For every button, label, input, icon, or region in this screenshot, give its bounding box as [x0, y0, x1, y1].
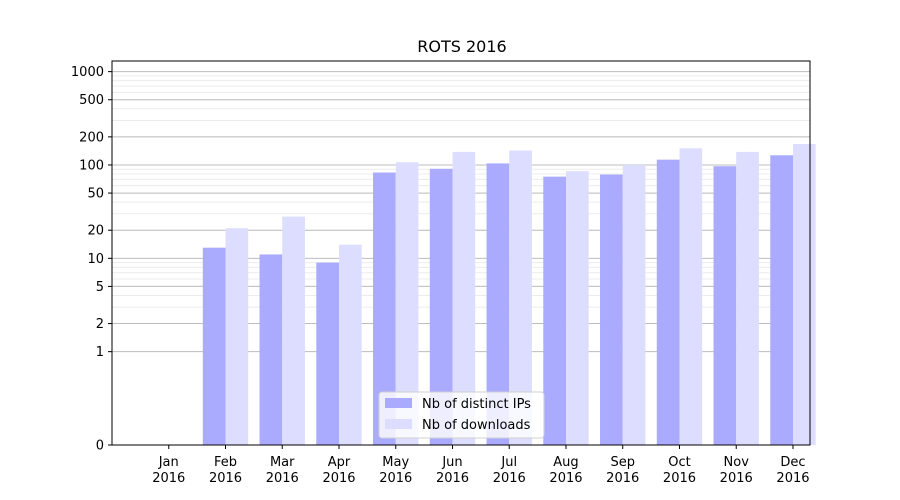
legend-label: Nb of downloads	[422, 418, 531, 433]
x-tick-month: Oct	[668, 455, 690, 470]
bar-distinct-ips	[543, 176, 566, 445]
bar-downloads	[622, 164, 646, 446]
bar-downloads	[736, 151, 759, 445]
bar-distinct-ips	[202, 247, 226, 445]
y-tick-label: 2	[96, 317, 104, 332]
x-tick-year: 2016	[720, 471, 753, 486]
bar-distinct-ips	[656, 159, 680, 445]
legend-swatch	[385, 419, 412, 429]
x-tick-label: Jan 2016	[152, 455, 185, 486]
plot-frame	[111, 60, 811, 446]
bar-downloads	[565, 171, 589, 445]
bar-downloads	[338, 244, 362, 445]
x-tick-month: Mar	[270, 455, 295, 470]
x-tick-month: Jul	[500, 455, 517, 470]
x-tick-year: 2016	[266, 471, 299, 486]
x-tick-year: 2016	[322, 471, 355, 486]
x-tick-label: Mar 2016	[266, 455, 299, 486]
x-tick-month: Apr	[328, 455, 351, 470]
legend: Nb of distinct IPs Nb of downloads	[378, 391, 545, 439]
legend-box	[378, 391, 545, 439]
bar-downloads	[395, 162, 419, 445]
x-tick-year: 2016	[493, 471, 526, 486]
y-tick-label: 1	[96, 345, 104, 360]
x-tick-year: 2016	[209, 471, 242, 486]
x-tick-month: Jun	[441, 455, 462, 470]
y-tick-label: 20	[87, 224, 104, 239]
x-tick-year: 2016	[606, 471, 639, 486]
x-tick-label: May 2016	[379, 455, 412, 486]
x-tick-label: Oct 2016	[663, 455, 696, 486]
bar-distinct-ips	[373, 172, 396, 446]
bar-downloads	[509, 150, 532, 445]
x-tick-month: May	[382, 455, 409, 470]
y-tick-label: 500	[79, 93, 104, 108]
x-tick-label: Jul 2016	[493, 455, 526, 486]
bars	[202, 143, 816, 446]
bar-distinct-ips	[259, 254, 283, 445]
legend-swatch	[385, 398, 412, 408]
x-tick-year: 2016	[663, 471, 696, 486]
y-tick-label: 5	[96, 280, 104, 295]
x-tick-label: Feb 2016	[209, 455, 242, 486]
x-tick-label: Jun 2016	[436, 455, 469, 486]
x-tick-month: Sep	[610, 455, 635, 470]
y-tick-label: 50	[87, 187, 104, 202]
y-tick-label: 0	[96, 439, 104, 454]
chart-title: ROTS 2016	[417, 37, 506, 56]
x-tick-month: Jan	[158, 455, 179, 470]
x-tick-year: 2016	[549, 471, 582, 486]
x-tick-year: 2016	[436, 471, 469, 486]
bar-downloads	[792, 143, 816, 445]
x-tick-label: Dec 2016	[776, 455, 809, 486]
x-tick-month: Dec	[780, 455, 805, 470]
x-tick-label: Apr 2016	[322, 455, 355, 486]
bar-distinct-ips	[429, 168, 453, 446]
y-tick-label: 100	[79, 158, 104, 173]
bar-distinct-ips	[770, 155, 793, 446]
y-tick-label: 10	[87, 252, 104, 267]
bar-downloads	[225, 228, 249, 445]
legend-label: Nb of distinct IPs	[422, 397, 531, 412]
x-tick-month: Aug	[553, 455, 578, 470]
bar-downloads	[452, 151, 476, 445]
x-tick-year: 2016	[379, 471, 412, 486]
bar-distinct-ips	[486, 163, 510, 446]
x-tick-month: Feb	[214, 455, 237, 470]
x-tick-month: Nov	[724, 455, 750, 470]
bar-distinct-ips	[600, 174, 623, 446]
x-tick-label: Sep 2016	[606, 455, 639, 486]
y-tick-label: 1000	[71, 65, 104, 80]
x-tick-year: 2016	[152, 471, 185, 486]
y-tick-label: 200	[79, 130, 104, 145]
x-tick-label: Aug 2016	[549, 455, 582, 486]
x-tick-year: 2016	[776, 471, 809, 486]
bar-downloads	[282, 216, 305, 445]
bar-downloads	[679, 148, 703, 445]
bar-distinct-ips	[713, 166, 737, 446]
bar-distinct-ips	[316, 262, 339, 445]
x-tick-label: Nov 2016	[720, 455, 753, 486]
y-axis: 0 1 2 5 10 20 50 100 200 500 1000	[71, 65, 112, 454]
